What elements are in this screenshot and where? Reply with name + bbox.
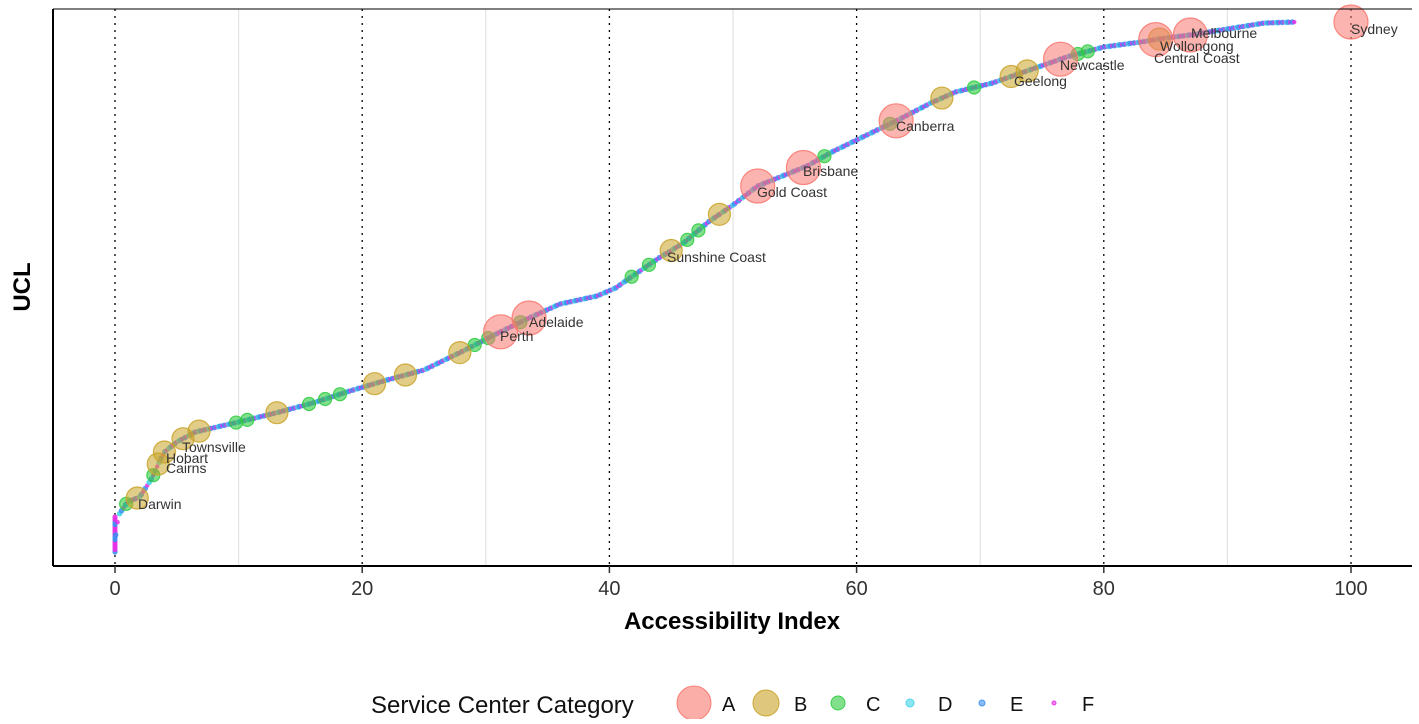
point-b xyxy=(448,341,472,365)
point-f xyxy=(115,520,120,525)
city-label-adelaide: Adelaide xyxy=(529,314,584,330)
point-c xyxy=(1080,44,1095,59)
point-a-canberra xyxy=(878,103,914,139)
x-tick-label-60: 60 xyxy=(845,578,867,600)
legend-label-c: C xyxy=(866,694,880,716)
grid-layer xyxy=(114,9,1352,566)
point-f xyxy=(112,514,118,520)
city-label-townsville: Townsville xyxy=(182,439,246,455)
city-label-hobart: Hobart xyxy=(166,450,208,466)
point-a-sydney xyxy=(1333,4,1369,40)
legend-label-f: F xyxy=(1082,694,1094,716)
x-tick-label-0: 0 xyxy=(109,578,120,600)
legend-key-e xyxy=(978,699,986,707)
legend-key-f xyxy=(1051,700,1057,706)
point-c xyxy=(332,387,348,402)
point-e xyxy=(112,532,119,538)
legend-key-a xyxy=(676,685,712,721)
point-b-sunshine-coast xyxy=(659,238,683,263)
legend-label-d: D xyxy=(938,694,952,716)
x-tick-label-80: 80 xyxy=(1093,578,1115,600)
point-b-cairns xyxy=(146,452,170,476)
point-c xyxy=(641,257,657,272)
point-c xyxy=(301,396,317,412)
city-label-sunshine-coast: Sunshine Coast xyxy=(667,249,766,265)
point-b xyxy=(265,401,289,425)
point-b xyxy=(707,202,732,226)
point-b xyxy=(362,372,387,396)
x-ticks: 0 20 40 60 80 100 xyxy=(109,566,1368,600)
legend: Service Center Category A B C D E F xyxy=(371,685,1094,721)
point-c xyxy=(680,232,695,247)
point-c xyxy=(240,412,255,427)
point-a-brisbane xyxy=(785,149,822,186)
points-layer xyxy=(119,4,1369,511)
legend-label-b: B xyxy=(794,694,807,716)
x-axis-title: Accessibility Index xyxy=(624,608,841,635)
point-c xyxy=(691,223,706,238)
point-a-newcastle xyxy=(1042,41,1079,77)
legend-label-a: A xyxy=(722,694,736,716)
point-b-geelong xyxy=(999,64,1023,89)
city-label-brisbane: Brisbane xyxy=(803,163,858,179)
point-a-adelaide xyxy=(511,300,547,336)
point-c xyxy=(817,149,832,164)
point-b xyxy=(393,363,418,387)
point-b-darwin xyxy=(125,486,149,510)
city-label-gold-coast: Gold Coast xyxy=(757,184,827,200)
city-label-canberra: Canberra xyxy=(896,118,955,134)
y-axis-title: UCL xyxy=(9,262,36,311)
city-label-geelong: Geelong xyxy=(1014,73,1067,89)
city-label-newcastle: Newcastle xyxy=(1060,57,1125,73)
point-a-perth xyxy=(483,314,519,350)
legend-key-b xyxy=(752,689,780,717)
legend-key-d xyxy=(905,698,915,708)
city-label-perth: Perth xyxy=(500,328,533,344)
city-label-darwin: Darwin xyxy=(138,496,182,512)
point-a-gold-coast xyxy=(740,168,776,204)
city-label-cairns: Cairns xyxy=(166,460,206,476)
city-label-sydney: Sydney xyxy=(1351,21,1398,37)
point-c xyxy=(624,269,639,284)
point-a-central-coast xyxy=(1138,21,1174,58)
x-tick-label-40: 40 xyxy=(598,578,620,600)
point-c xyxy=(966,80,982,95)
point-b xyxy=(930,86,954,110)
point-b-townsville xyxy=(171,427,195,451)
point-a-melbourne xyxy=(1172,17,1208,53)
city-label-central-coast: Central Coast xyxy=(1154,50,1240,66)
legend-label-e: E xyxy=(1010,694,1023,716)
point-c xyxy=(318,391,333,407)
point-f xyxy=(1292,19,1297,25)
legend-title: Service Center Category xyxy=(371,692,634,719)
city-label-melbourne: Melbourne xyxy=(1191,25,1257,41)
x-tick-label-100: 100 xyxy=(1334,578,1367,600)
city-label-wollongong: Wollongong xyxy=(1160,38,1234,54)
legend-key-c xyxy=(830,695,846,711)
x-tick-label-20: 20 xyxy=(351,578,373,600)
